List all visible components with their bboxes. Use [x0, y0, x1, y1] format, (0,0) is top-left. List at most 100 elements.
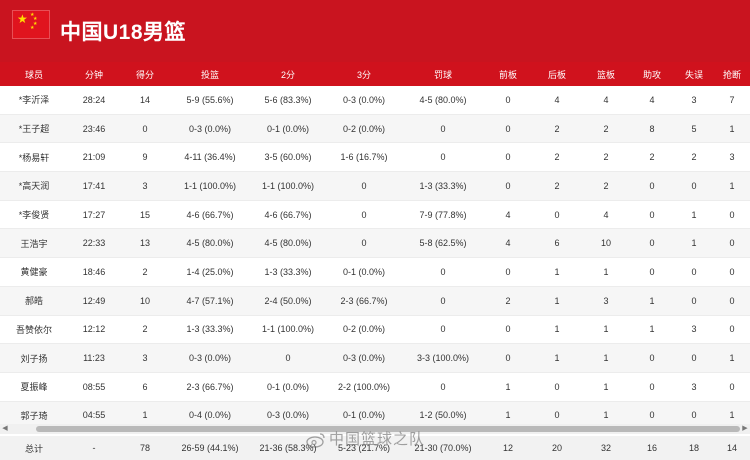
turnovers-cell: 0 — [674, 343, 714, 373]
three-pointers-cell: 0 — [326, 171, 402, 201]
table-row[interactable]: *杨易轩 21:09 9 4-11 (36.4%) 3-5 (60.0%) 1-6 (16… — [0, 142, 750, 173]
points-cell: 10 — [120, 286, 170, 316]
table-row[interactable]: *李沂泽 28:24 14 5-9 (55.6%) 5-6 (83.3%) 0-3 (0.… — [0, 86, 750, 115]
offensive-rebounds-cell: 0 — [484, 257, 532, 287]
turnovers-cell: 0 — [674, 171, 714, 201]
offensive-rebounds-cell: 0 — [484, 114, 532, 144]
totals-points-cell: 78 — [139, 443, 150, 453]
two-pointers-cell: 2-4 (50.0%) — [250, 286, 326, 316]
table-row[interactable]: 吾赞依尔 12:12 2 1-3 (33.3%) 1-1 (100.0%) 0-2 (0.… — [0, 315, 750, 345]
player-name-cell[interactable]: *李俊贤 — [0, 200, 68, 230]
steals-cell: 7 — [714, 86, 750, 115]
player-name-cell[interactable]: 王浩宇 — [0, 228, 68, 259]
col-defensive-rebounds[interactable]: 后板 — [532, 62, 582, 86]
player-rows: *李沂泽 28:24 14 5-9 (55.6%) 5-6 (83.3%) 0-3 (0.… — [0, 86, 750, 431]
points-cell: 3 — [120, 343, 170, 373]
steals-cell: 0 — [714, 315, 750, 345]
col-points[interactable]: 得分 — [120, 62, 170, 86]
defensive-rebounds-cell: 1 — [532, 343, 582, 373]
col-two-pointers[interactable]: 2分 — [250, 62, 326, 86]
col-rebounds[interactable]: 篮板 — [582, 62, 630, 86]
rebounds-cell: 10 — [582, 228, 630, 259]
player-name-cell[interactable]: *高天润 — [0, 171, 68, 201]
minutes-cell: 12:12 — [68, 315, 120, 345]
points-cell: 6 — [120, 372, 170, 402]
three-pointers-cell: 0-2 (0.0%) — [326, 114, 402, 144]
two-pointers-cell: 4-5 (80.0%) — [250, 228, 326, 259]
col-three-pointers[interactable]: 3分 — [326, 62, 402, 86]
player-name-cell[interactable]: *李沂泽 — [0, 86, 68, 115]
totals-two-pointers-cell: 21-36 (58.3%) — [259, 443, 317, 453]
minutes-cell: 17:27 — [68, 200, 120, 230]
field-goals-cell: 2-3 (66.7%) — [170, 372, 250, 402]
col-turnovers[interactable]: 失误 — [674, 62, 714, 86]
totals-field-goals-cell: 26-59 (44.1%) — [181, 443, 239, 453]
table-row[interactable]: *高天润 17:41 3 1-1 (100.0%) 1-1 (100.0%) 0 1-3 (… — [0, 171, 750, 201]
scroll-left-arrow-icon[interactable]: ◀ — [2, 425, 8, 432]
free-throws-cell: 0 — [402, 142, 484, 173]
free-throws-cell: 0 — [402, 257, 484, 287]
totals-steals-cell: 14 — [726, 443, 737, 453]
table-row[interactable]: 郝皓 12:49 10 4-7 (57.1%) 2-4 (50.0%) 2-3 (66.7… — [0, 286, 750, 316]
scroll-right-arrow-icon[interactable]: ▶ — [742, 425, 748, 432]
totals-assists-cell: 16 — [646, 443, 657, 453]
horizontal-scrollbar[interactable]: ◀ ▶ — [0, 424, 750, 434]
china-flag-icon: ★ ★ ★ ★ ★ — [12, 10, 50, 39]
player-name-cell[interactable]: 黄健豪 — [0, 257, 68, 287]
two-pointers-cell: 1-1 (100.0%) — [250, 171, 326, 201]
minutes-cell: 22:33 — [68, 228, 120, 259]
three-pointers-cell: 0-2 (0.0%) — [326, 315, 402, 345]
steals-cell: 0 — [714, 257, 750, 287]
totals-label: 总计 — [24, 443, 43, 454]
turnovers-cell: 3 — [674, 315, 714, 345]
col-steals[interactable]: 抢断 — [714, 62, 750, 86]
assists-cell: 0 — [630, 200, 674, 230]
rebounds-cell: 4 — [582, 200, 630, 230]
table-row[interactable]: *王子超 23:46 0 0-3 (0.0%) 0-1 (0.0%) 0-2 (0.0%)… — [0, 114, 750, 144]
two-pointers-cell: 0 — [250, 343, 326, 373]
field-goals-cell: 4-11 (36.4%) — [170, 142, 250, 173]
minutes-cell: 11:23 — [68, 343, 120, 373]
defensive-rebounds-cell: 0 — [532, 200, 582, 230]
points-cell: 15 — [120, 200, 170, 230]
col-assists[interactable]: 助攻 — [630, 62, 674, 86]
minutes-cell: 23:46 — [68, 114, 120, 144]
rebounds-cell: 2 — [582, 142, 630, 173]
table-row[interactable]: 夏振峰 08:55 6 2-3 (66.7%) 0-1 (0.0%) 2-2 (100.0… — [0, 372, 750, 402]
player-stats-table: 球员 分钟 得分 投篮 2分 3分 罚球 前板 后板 篮板 助攻 失误 抢断 *… — [0, 62, 750, 431]
three-pointers-cell: 2-3 (66.7%) — [326, 286, 402, 316]
rebounds-cell: 4 — [582, 86, 630, 115]
table-row[interactable]: 刘子扬 11:23 3 0-3 (0.0%) 0 0-3 (0.0%) 3-3 (100.0… — [0, 343, 750, 373]
field-goals-cell: 0-3 (0.0%) — [170, 343, 250, 373]
totals-rebounds-cell: 32 — [600, 443, 611, 453]
totals-turnovers-cell: 18 — [688, 443, 699, 453]
offensive-rebounds-cell: 0 — [484, 343, 532, 373]
col-offensive-rebounds[interactable]: 前板 — [484, 62, 532, 86]
totals-free-throws-cell: 21-30 (70.0%) — [414, 443, 472, 453]
player-name-cell[interactable]: 郝皓 — [0, 286, 68, 316]
rebounds-cell: 2 — [582, 114, 630, 144]
turnovers-cell: 1 — [674, 200, 714, 230]
col-free-throws[interactable]: 罚球 — [402, 62, 484, 86]
assists-cell: 1 — [630, 315, 674, 345]
table-row[interactable]: *李俊贤 17:27 15 4-6 (66.7%) 4-6 (66.7%) 0 7-9 (7… — [0, 200, 750, 230]
player-name-cell[interactable]: *杨易轩 — [0, 142, 68, 173]
rebounds-cell: 1 — [582, 343, 630, 373]
player-name-cell[interactable]: 夏振峰 — [0, 372, 68, 402]
player-name-cell[interactable]: 吾赞依尔 — [0, 315, 68, 345]
offensive-rebounds-cell: 2 — [484, 286, 532, 316]
table-row[interactable]: 黄健豪 18:46 2 1-4 (25.0%) 1-3 (33.3%) 0-1 (0.0%… — [0, 257, 750, 287]
steals-cell: 0 — [714, 200, 750, 230]
player-name-cell[interactable]: 刘子扬 — [0, 343, 68, 373]
minutes-cell: 12:49 — [68, 286, 120, 316]
turnovers-cell: 0 — [674, 286, 714, 316]
scroll-thumb[interactable] — [36, 426, 740, 432]
player-name-cell[interactable]: *王子超 — [0, 114, 68, 144]
field-goals-cell: 4-7 (57.1%) — [170, 286, 250, 316]
col-field-goals[interactable]: 投篮 — [170, 62, 250, 86]
table-row[interactable]: 王浩宇 22:33 13 4-5 (80.0%) 4-5 (80.0%) 0 5-8 (62… — [0, 228, 750, 259]
col-player[interactable]: 球员 — [0, 62, 68, 86]
offensive-rebounds-cell: 0 — [484, 142, 532, 173]
defensive-rebounds-cell: 2 — [532, 142, 582, 173]
col-minutes[interactable]: 分钟 — [68, 62, 120, 86]
